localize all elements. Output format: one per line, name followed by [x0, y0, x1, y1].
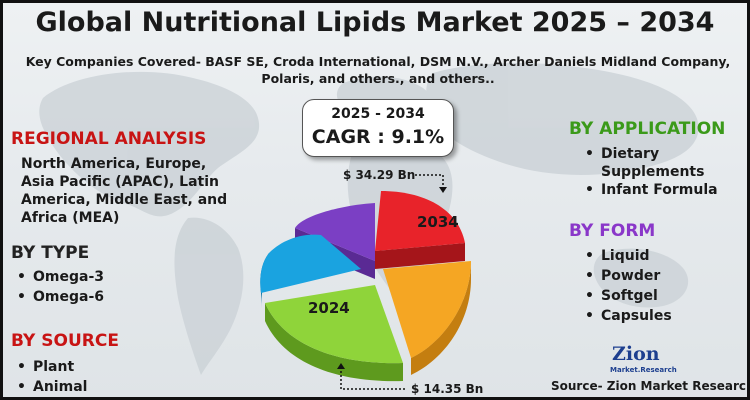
logo-name: Zion	[612, 343, 660, 365]
arrow-2024-icon	[337, 363, 345, 369]
list-item: Omega-6	[11, 287, 104, 307]
regional-analysis-heading: REGIONAL ANALYSIS	[11, 129, 207, 149]
pie-slice-green-side	[265, 303, 403, 382]
list-item: Capsules	[579, 306, 672, 326]
pie-chart	[260, 174, 471, 390]
leader-line-2034	[415, 174, 444, 189]
arrow-2034-icon	[439, 187, 447, 193]
cagr-years: 2025 - 2034	[331, 106, 425, 122]
companies-subtitle: Key Companies Covered- BASF SE, Croda In…	[25, 54, 731, 86]
list-item: Plant	[11, 357, 87, 377]
pie-slice-blue	[260, 234, 361, 293]
pie-label-2024: 2024	[308, 299, 350, 317]
list-item: Animal	[11, 377, 87, 397]
by-form-heading: BY FORM	[569, 221, 656, 241]
list-item: Powder	[579, 266, 672, 286]
pie-slice-red	[375, 191, 465, 251]
pie-slice-green	[265, 285, 403, 364]
zion-logo: Zion Market.Research	[606, 343, 677, 377]
list-item: Omega-3	[11, 267, 104, 287]
page-title: Global Nutritional Lipids Market 2025 – …	[35, 7, 715, 38]
cagr-box: 2025 - 2034 CAGR : 9.1%	[302, 99, 454, 157]
by-type-list: Omega-3 Omega-6	[11, 267, 104, 307]
cagr-value: CAGR : 9.1%	[311, 126, 445, 148]
leader-line-2024	[340, 367, 407, 390]
list-item: Liquid	[579, 246, 672, 266]
by-type-heading: BY TYPE	[11, 243, 90, 263]
pie-slice-orange-side	[411, 261, 471, 375]
value-label-2024: $ 14.35 Bn	[411, 382, 484, 396]
source-credit: Source- Zion Market Research	[551, 379, 750, 393]
by-application-list: Dietary Supplements Infant Formula	[579, 145, 729, 199]
by-form-list: Liquid Powder Softgel Capsules	[579, 246, 672, 326]
list-item: Dietary Supplements	[579, 145, 729, 181]
pie-slice-red-side	[375, 243, 465, 269]
by-source-heading: BY SOURCE	[11, 331, 119, 351]
pie-slice-orange	[383, 261, 471, 358]
value-label-2034: $ 34.29 Bn	[343, 168, 416, 182]
by-source-list: Plant Animal	[11, 357, 87, 397]
regional-analysis-text: North America, Europe, Asia Pacific (APA…	[21, 156, 228, 226]
by-application-heading: BY APPLICATION	[569, 119, 726, 139]
pie-label-2034: 2034	[417, 213, 459, 231]
logo-subtitle: Market.Research	[610, 366, 677, 374]
list-item: Softgel	[579, 286, 672, 306]
list-item: Infant Formula	[579, 181, 729, 199]
pie-slice-purple	[295, 203, 375, 261]
